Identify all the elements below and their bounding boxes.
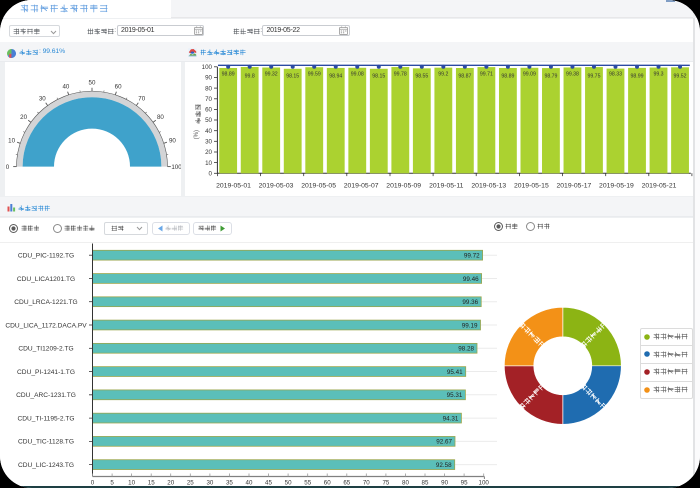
svg-text:98.55: 98.55 xyxy=(415,73,428,79)
svg-text:60: 60 xyxy=(324,479,331,486)
svg-text:70: 70 xyxy=(138,95,145,102)
svg-text:90: 90 xyxy=(205,75,212,82)
svg-text:98.89: 98.89 xyxy=(501,73,514,79)
svg-text:2019-05-13: 2019-05-13 xyxy=(471,183,506,190)
svg-text:40: 40 xyxy=(205,128,212,135)
svg-text:98.89: 98.89 xyxy=(222,71,235,77)
svg-text:85: 85 xyxy=(422,479,429,486)
svg-text:CDU_PI-1241-1.TG: CDU_PI-1241-1.TG xyxy=(17,369,75,376)
svg-text:99.78: 99.78 xyxy=(394,71,407,77)
svg-text:100: 100 xyxy=(479,479,490,486)
svg-text:98.99: 98.99 xyxy=(631,73,644,79)
svg-text:98.87: 98.87 xyxy=(458,73,471,79)
svg-text:70: 70 xyxy=(363,479,370,486)
svg-text:CDU_PIC-1192.TG: CDU_PIC-1192.TG xyxy=(18,253,74,260)
svg-text:CDU_ARC-1231.TG: CDU_ARC-1231.TG xyxy=(16,392,76,399)
svg-text:10: 10 xyxy=(8,138,15,145)
svg-text:50: 50 xyxy=(285,479,292,486)
svg-text:20: 20 xyxy=(20,114,27,121)
svg-text:99.2: 99.2 xyxy=(438,71,448,77)
svg-text:CDU_LRCA-1221.TG: CDU_LRCA-1221.TG xyxy=(14,299,77,306)
svg-text:45: 45 xyxy=(265,479,272,486)
svg-text:CDU_TI1209-2.TG: CDU_TI1209-2.TG xyxy=(18,346,73,353)
svg-text:5: 5 xyxy=(110,479,114,486)
svg-text:98.79: 98.79 xyxy=(544,73,557,79)
svg-text:95: 95 xyxy=(461,479,468,486)
svg-text:CDU_LIC-1243.TG: CDU_LIC-1243.TG xyxy=(18,462,74,469)
svg-text:0: 0 xyxy=(6,164,10,171)
svg-text:20: 20 xyxy=(167,479,174,486)
svg-text:99.52: 99.52 xyxy=(674,73,687,79)
svg-text:2019-05-11: 2019-05-11 xyxy=(429,183,463,190)
svg-text:0: 0 xyxy=(91,479,95,486)
svg-text:80: 80 xyxy=(205,85,212,92)
svg-text:99.46: 99.46 xyxy=(463,276,479,283)
svg-text:2019-05-05: 2019-05-05 xyxy=(301,183,336,190)
svg-text:2019-05-21: 2019-05-21 xyxy=(642,183,677,190)
svg-text:40: 40 xyxy=(62,83,69,90)
svg-text:55: 55 xyxy=(304,479,311,486)
svg-text:90: 90 xyxy=(441,479,448,486)
svg-text:99.32: 99.32 xyxy=(265,71,278,77)
svg-text:10: 10 xyxy=(128,479,135,486)
svg-text:98.28: 98.28 xyxy=(458,346,474,353)
svg-text:92.67: 92.67 xyxy=(436,439,452,446)
svg-text:98.33: 98.33 xyxy=(609,71,622,77)
svg-text:95.31: 95.31 xyxy=(447,392,463,399)
svg-text:70: 70 xyxy=(205,96,212,103)
svg-text:95.41: 95.41 xyxy=(447,369,463,376)
svg-text:80: 80 xyxy=(402,479,409,486)
svg-text:CDU_LICA1201.TG: CDU_LICA1201.TG xyxy=(17,276,75,283)
svg-text:50: 50 xyxy=(89,79,96,86)
svg-text:75: 75 xyxy=(382,479,389,486)
svg-text:2019-05-15: 2019-05-15 xyxy=(514,183,549,190)
svg-text:99.08: 99.08 xyxy=(351,71,364,77)
svg-text:99.71: 99.71 xyxy=(480,71,493,77)
svg-text:2019-05-09: 2019-05-09 xyxy=(386,183,421,190)
svg-text:65: 65 xyxy=(343,479,350,486)
svg-text:100: 100 xyxy=(202,64,213,71)
svg-text:10: 10 xyxy=(205,160,212,167)
svg-text:99.3: 99.3 xyxy=(653,71,663,77)
svg-text:2019-05-03: 2019-05-03 xyxy=(259,183,294,190)
svg-text:CDU_LICA_1172.DACA.PV: CDU_LICA_1172.DACA.PV xyxy=(5,322,87,329)
svg-text:98.94: 98.94 xyxy=(329,73,342,79)
svg-text:99.59: 99.59 xyxy=(308,71,321,77)
svg-text:20: 20 xyxy=(205,149,212,156)
svg-text:99.36: 99.36 xyxy=(462,299,478,306)
svg-text:CDU_TIC-1128.TG: CDU_TIC-1128.TG xyxy=(18,439,74,446)
svg-text:99.75: 99.75 xyxy=(587,73,600,79)
svg-text:30: 30 xyxy=(39,95,46,102)
svg-text:CDU_TI-1195-2.TG: CDU_TI-1195-2.TG xyxy=(17,415,74,422)
svg-text:2019-05-01: 2019-05-01 xyxy=(216,183,251,190)
svg-text:98.15: 98.15 xyxy=(372,73,385,79)
svg-text:2019-05-19: 2019-05-19 xyxy=(599,183,634,190)
svg-text:90: 90 xyxy=(169,138,176,145)
svg-text:60: 60 xyxy=(205,107,212,114)
svg-text:30: 30 xyxy=(206,479,213,486)
svg-text:99.09: 99.09 xyxy=(523,71,536,77)
svg-text:98.15: 98.15 xyxy=(286,73,299,79)
svg-text:99.19: 99.19 xyxy=(462,322,478,329)
svg-text:80: 80 xyxy=(157,114,164,121)
svg-text:99.8: 99.8 xyxy=(245,73,255,79)
svg-text:0: 0 xyxy=(209,171,213,178)
svg-text:2019-05-07: 2019-05-07 xyxy=(344,183,379,190)
svg-text:40: 40 xyxy=(246,479,253,486)
svg-text:30: 30 xyxy=(205,139,212,146)
svg-text:60: 60 xyxy=(115,83,122,90)
svg-text:100: 100 xyxy=(171,164,181,171)
svg-text:92.58: 92.58 xyxy=(436,462,452,469)
svg-text:35: 35 xyxy=(226,479,233,486)
svg-text:25: 25 xyxy=(187,479,194,486)
svg-text:50: 50 xyxy=(205,117,212,124)
svg-text:94.31: 94.31 xyxy=(443,415,459,422)
svg-text:15: 15 xyxy=(148,479,155,486)
svg-text:2019-05-17: 2019-05-17 xyxy=(557,183,592,190)
svg-text:99.38: 99.38 xyxy=(566,71,579,77)
svg-text:(%): (%) xyxy=(194,130,200,139)
svg-text:99.72: 99.72 xyxy=(464,253,480,260)
